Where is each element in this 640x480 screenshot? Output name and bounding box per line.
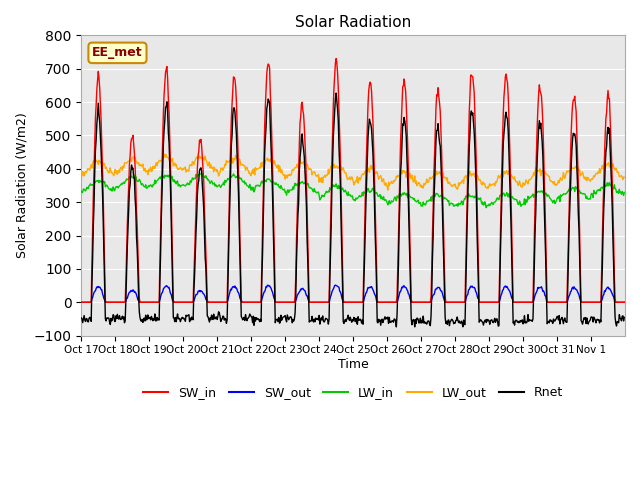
Text: EE_met: EE_met <box>92 47 143 60</box>
Title: Solar Radiation: Solar Radiation <box>295 15 412 30</box>
Legend: SW_in, SW_out, LW_in, LW_out, Rnet: SW_in, SW_out, LW_in, LW_out, Rnet <box>138 382 568 405</box>
X-axis label: Time: Time <box>338 358 369 371</box>
Y-axis label: Solar Radiation (W/m2): Solar Radiation (W/m2) <box>15 113 28 258</box>
